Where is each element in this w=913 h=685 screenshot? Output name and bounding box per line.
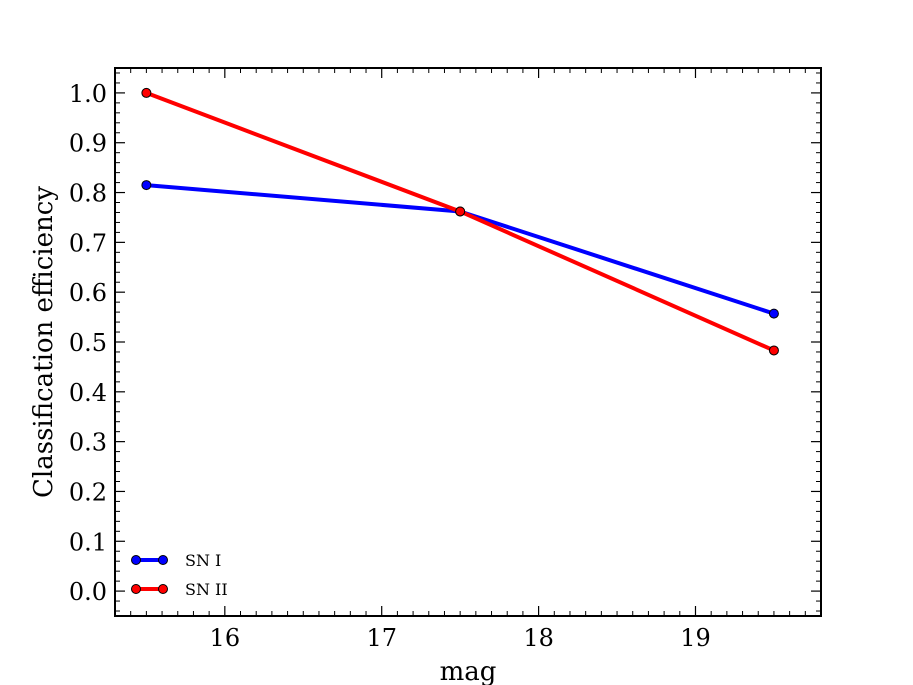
y-tick-label: 0.8 <box>69 180 107 208</box>
legend-marker <box>158 584 168 594</box>
series-layer <box>141 87 779 356</box>
series-line-2 <box>145 91 775 353</box>
legend-label: SN I <box>185 551 221 570</box>
x-tick-label: 16 <box>210 624 241 652</box>
y-tick-label: 0.5 <box>69 329 107 357</box>
y-tick-label: 0.0 <box>69 578 107 606</box>
y-tick-label: 0.6 <box>69 279 107 307</box>
y-tick-label: 1.0 <box>69 80 107 108</box>
y-tick-label: 0.1 <box>69 528 107 556</box>
x-tick-label: 19 <box>680 624 711 652</box>
x-tick-label: 18 <box>523 624 554 652</box>
legend-marker <box>158 555 168 565</box>
y-tick-label: 0.7 <box>69 229 107 257</box>
legend-label: SN II <box>185 580 228 599</box>
x-axis-label: mag <box>440 657 497 685</box>
series-line-1 <box>146 183 775 316</box>
tick-labels-layer: 16 17 18 19 0.0 0.1 0.2 0.3 0.4 0.5 0.6 0.7 0.8 0.9 1.… <box>69 80 711 652</box>
plot-frame <box>114 67 822 617</box>
ticks-layer <box>115 68 821 616</box>
series-2-point <box>455 206 466 217</box>
legend-marker <box>131 584 141 594</box>
y-axis-label: Classification efficiency <box>29 186 59 498</box>
y-tick-label: 0.2 <box>69 478 107 506</box>
x-tick-label: 17 <box>366 624 397 652</box>
series-1-point <box>141 180 152 191</box>
series-2-point <box>141 87 152 98</box>
series-1-point <box>768 308 779 319</box>
y-tick-label: 0.3 <box>69 429 107 457</box>
series-2-point <box>768 345 779 356</box>
y-tick-label: 0.4 <box>69 379 107 407</box>
legend-marker <box>131 555 141 565</box>
y-tick-label: 0.9 <box>69 130 107 158</box>
legend: SN I SN II <box>131 551 228 599</box>
